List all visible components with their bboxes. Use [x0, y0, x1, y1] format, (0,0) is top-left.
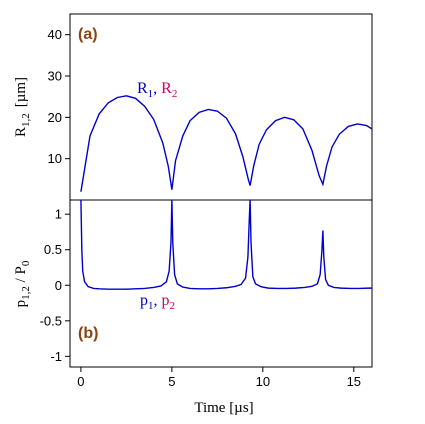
- y-tick-label: 10: [48, 151, 62, 166]
- y-tick-label: 20: [48, 110, 62, 125]
- panel-a-label: (a): [78, 26, 98, 43]
- y-tick-label: 0: [55, 278, 62, 293]
- y-tick-label: 0.5: [44, 242, 62, 257]
- x-axis-ticks: 0 5 10 15: [77, 367, 361, 389]
- ylabel-a-main: R: [13, 127, 29, 137]
- ylabel-b-sub: 1,2: [20, 286, 32, 300]
- y-tick-label: 30: [48, 69, 62, 84]
- ylabel-a-unit: [µm]: [13, 77, 29, 107]
- series-r2-label: R: [161, 80, 172, 97]
- panel-b-pressure-curve: [80, 199, 372, 290]
- x-axis-label: Time [µs]: [194, 400, 253, 416]
- series-separator-b: ,: [154, 292, 162, 309]
- panel-b-series-label: p1, p2: [140, 292, 175, 312]
- x-tick-label: 15: [347, 374, 361, 389]
- series-p1-sub: 1: [148, 300, 154, 312]
- panel-b: -1-0.500.51 0 5 10 15 (b) p1, p2 p1,2 / P0 …: [13, 199, 373, 416]
- panel-a-radius-curve: [80, 95, 373, 192]
- x-tick-label: 10: [256, 374, 270, 389]
- y-tick-label: 40: [48, 27, 62, 42]
- series-r1-sub: 1: [148, 88, 154, 100]
- panel-a-series-label: R1, R2: [137, 80, 177, 100]
- y-tick-label: -0.5: [40, 313, 62, 328]
- panel-b-label: (b): [78, 325, 98, 342]
- y-tick-label: 1: [55, 207, 62, 222]
- y-tick-label: -1: [50, 349, 62, 364]
- series-p2-sub: 2: [170, 300, 176, 312]
- panel-b-y-axis-label: p1,2 / P0: [13, 260, 32, 307]
- series-p2-label: p: [162, 292, 170, 309]
- series-p1-label: p: [140, 292, 148, 309]
- panel-b-y-ticks: -1 -0.5 0 0.5 1: [40, 207, 70, 364]
- panel-a-frame: [69, 13, 373, 201]
- series-r2-sub: 2: [172, 88, 178, 100]
- panel-a-y-ticks: 10 20 30 40: [48, 27, 70, 166]
- ylabel-b-main: p: [13, 300, 29, 308]
- series-r1-label: R: [137, 80, 148, 97]
- panel-a-y-axis-label: R1,2 [µm]: [13, 77, 32, 137]
- x-tick-label: 5: [168, 374, 175, 389]
- series-separator: ,: [153, 80, 161, 97]
- ylabel-a-sub: 1,2: [20, 113, 32, 127]
- panel-b-frame: [69, 199, 373, 368]
- ylabel-b-sub2: 0: [20, 260, 32, 266]
- ylabel-b-tail: / P: [13, 266, 29, 286]
- x-tick-label: 0: [77, 374, 84, 389]
